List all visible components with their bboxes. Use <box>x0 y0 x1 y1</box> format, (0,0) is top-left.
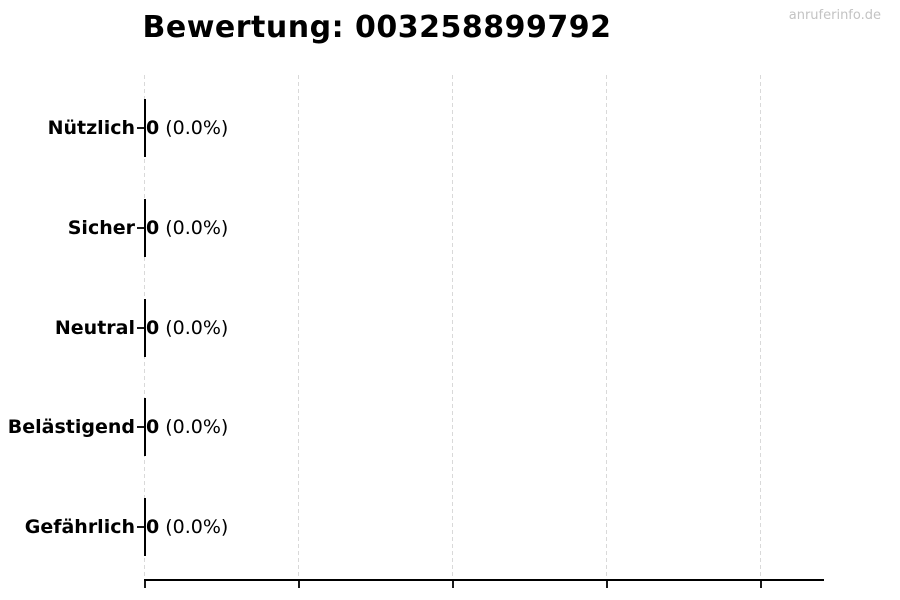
y-tick <box>137 327 144 329</box>
count-label: 0 <box>146 317 160 339</box>
value-label: 0 (0.0%) <box>146 115 228 141</box>
gridline <box>760 75 761 581</box>
gridline <box>606 75 607 581</box>
value-label: 0 (0.0%) <box>146 414 228 440</box>
watermark: anruferinfo.de <box>788 8 881 23</box>
y-tick <box>137 526 144 528</box>
x-tick <box>298 581 300 588</box>
pct-label: (0.0%) <box>165 317 229 339</box>
count-label: 0 <box>146 117 160 139</box>
count-label: 0 <box>146 516 160 538</box>
pct-label: (0.0%) <box>165 117 229 139</box>
bar <box>144 199 146 257</box>
category-label: Nützlich <box>47 117 135 139</box>
x-tick <box>144 581 146 588</box>
value-label: 0 (0.0%) <box>146 315 228 341</box>
value-label: 0 (0.0%) <box>146 215 228 241</box>
gridline <box>452 75 453 581</box>
y-tick <box>137 426 144 428</box>
y-tick <box>137 227 144 229</box>
pct-label: (0.0%) <box>165 516 229 538</box>
x-axis-line <box>144 579 824 581</box>
pct-label: (0.0%) <box>165 416 229 438</box>
category-label: Belästigend <box>7 416 135 438</box>
x-tick <box>606 581 608 588</box>
count-label: 0 <box>146 416 160 438</box>
value-label: 0 (0.0%) <box>146 514 228 540</box>
category-label: Neutral <box>54 317 135 339</box>
x-tick <box>452 581 454 588</box>
pct-label: (0.0%) <box>165 217 229 239</box>
bar <box>144 398 146 456</box>
gridline <box>298 75 299 581</box>
x-tick <box>760 581 762 588</box>
bar <box>144 299 146 357</box>
category-label: Gefährlich <box>24 516 135 538</box>
bar <box>144 99 146 157</box>
category-label: Sicher <box>67 217 135 239</box>
bar <box>144 498 146 556</box>
count-label: 0 <box>146 217 160 239</box>
y-tick <box>137 127 144 129</box>
chart-title: Bewertung: 003258899792 <box>142 10 612 45</box>
